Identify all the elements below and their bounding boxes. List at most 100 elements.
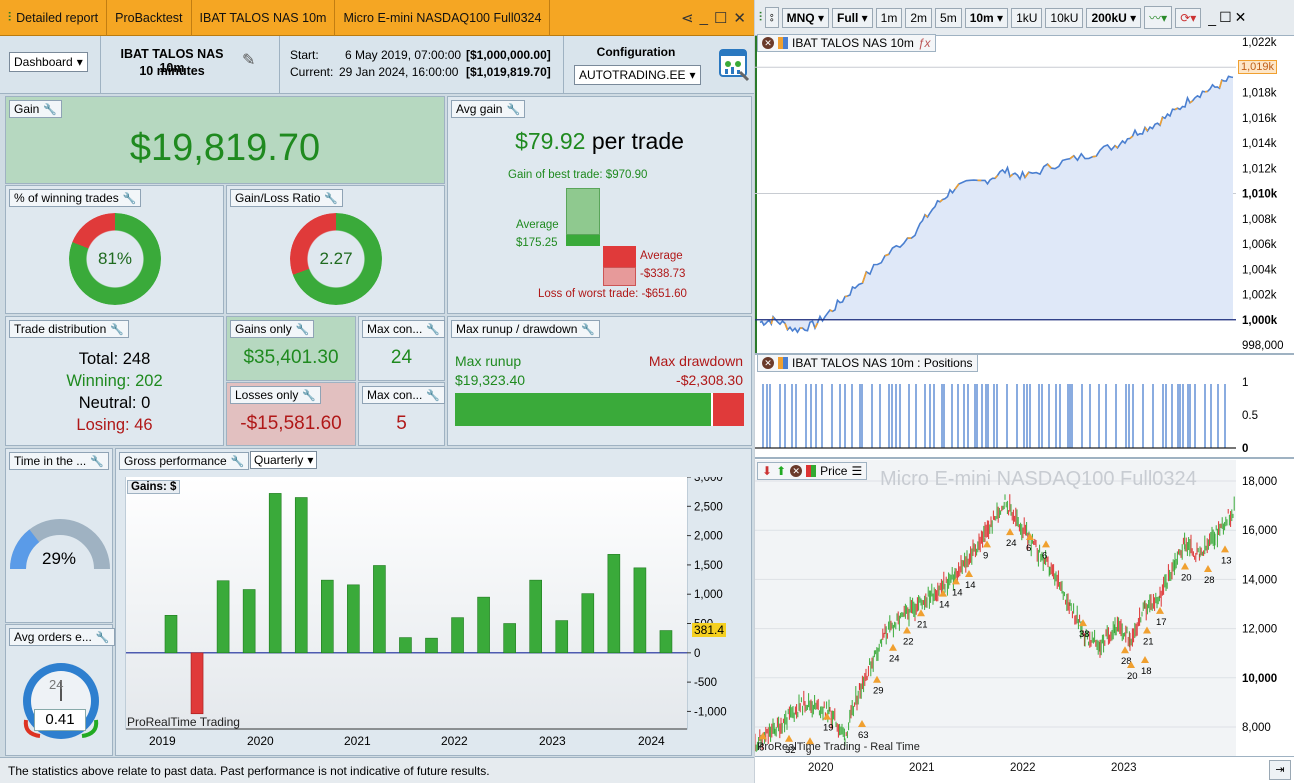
runup-drawdown-panel: Max runup / drawdown 🔧 Max runup $19,323.… (447, 316, 752, 446)
close-icon[interactable]: ✕ (1234, 9, 1247, 25)
gains-only-title[interactable]: Gains only 🔧 (230, 320, 315, 338)
equity-curve-chart: 1,022k1,020k1,018k1,016k1,014k1,012k1,01… (755, 36, 1284, 353)
gains-only-value: $35,401.30 (243, 347, 339, 368)
view-select[interactable]: Dashboard ▾ (9, 52, 88, 72)
avg-gain-title[interactable]: Avg gain 🔧 (451, 100, 526, 118)
avg-win-bar (566, 235, 600, 246)
trade-marker (917, 609, 925, 617)
max-consec-loss-value: 5 (396, 413, 407, 434)
x-label-2020: 2020 (808, 762, 834, 774)
gross-performance-title[interactable]: Gross performance 🔧 (119, 452, 250, 470)
trade-marker (759, 732, 767, 740)
wrench-icon[interactable]: 🔧 (302, 389, 317, 402)
arrow-down-icon[interactable]: ⬇ (762, 464, 773, 478)
units-select[interactable]: 200kU ▾ (1086, 7, 1142, 28)
max-consec-win-title[interactable]: Max con... 🔧 (362, 320, 446, 338)
y-tick-label: 1,018k (1242, 88, 1277, 100)
formula-icon[interactable]: ƒx (917, 36, 931, 50)
refresh-icon[interactable]: ⟳▾ (1175, 7, 1202, 28)
wrench-icon[interactable]: 🔧 (581, 323, 596, 336)
start-label: Start: (290, 48, 319, 62)
chart-style-icon[interactable]: 〰▾ (1144, 6, 1173, 29)
performance-bar (477, 596, 490, 654)
y-tick-label: 3,000 (694, 477, 723, 484)
trade-marker (823, 712, 831, 720)
avg-gain-value: $79.92 (515, 128, 586, 154)
winning-pct-title[interactable]: % of winning trades 🔧 (9, 189, 142, 207)
x-tick-label: 2022 (441, 734, 468, 748)
period-select[interactable]: Quarterly ▾ (250, 451, 318, 469)
avg-orders-title[interactable]: Avg orders e... 🔧 (9, 628, 115, 646)
performance-bar (451, 617, 464, 654)
wrench-icon[interactable]: 🔧 (295, 323, 310, 336)
runup-drawdown-title[interactable]: Max runup / drawdown 🔧 (451, 320, 601, 338)
maximize-icon[interactable]: ☐ (1219, 9, 1232, 25)
y-tick-label: 1 (1242, 377, 1248, 389)
chart-watermark: ProRealTime Trading (127, 715, 240, 729)
y-tick-label: 1,012k (1242, 163, 1277, 175)
list-icon[interactable]: ☰ (851, 464, 863, 478)
tab-detailed-report[interactable]: ⫶ Detailed report (0, 0, 108, 36)
tf-5m-button[interactable]: 5m (935, 7, 962, 28)
max-consec-loss-panel: Max con... 🔧 5 (358, 382, 446, 446)
wrench-icon[interactable]: 🔧 (506, 103, 521, 116)
wrench-icon[interactable]: 🔧 (43, 103, 58, 116)
trade-marker (1127, 660, 1135, 668)
range-select[interactable]: Full ▾ (831, 7, 873, 28)
tf-select[interactable]: 10m ▾ (964, 7, 1009, 28)
scroll-to-end-icon[interactable]: ⇥ (1269, 760, 1291, 780)
edit-icon[interactable]: ✎ (242, 52, 256, 69)
y-tick-label: 1,004k (1242, 264, 1277, 276)
avg-gain-suffix: per trade (591, 128, 684, 154)
tab-probacktest[interactable]: ProBacktest (107, 0, 192, 36)
close-circle-icon[interactable]: ✕ (762, 37, 774, 49)
trade-marker (1221, 545, 1229, 553)
gain-title[interactable]: Gain 🔧 (9, 100, 63, 118)
dashboard-settings-icon[interactable] (718, 46, 750, 82)
minimize-icon[interactable]: _ (699, 9, 708, 26)
wrench-icon[interactable]: 🔧 (95, 631, 110, 644)
price-watermark: ProRealTime Trading - Real Time (757, 741, 920, 753)
wrench-icon[interactable]: 🔧 (324, 192, 339, 205)
trade-count-label: 14 (965, 580, 976, 591)
wrench-icon[interactable]: 🔧 (122, 192, 137, 205)
tf-1m-button[interactable]: 1m (875, 7, 903, 28)
wrench-icon[interactable]: 🔧 (230, 455, 245, 468)
losses-only-title[interactable]: Losses only 🔧 (230, 386, 322, 404)
link-icon[interactable]: ⦂ (765, 7, 779, 28)
close-circle-icon[interactable]: ✕ (790, 465, 803, 477)
total-trades: Total: 248 (78, 350, 151, 368)
y-tick-label: 0 (1242, 443, 1248, 455)
runup-label: Max runup (455, 353, 522, 369)
config-select[interactable]: AUTOTRADING.EE ▾ (574, 65, 701, 85)
performance-bar (425, 637, 438, 654)
minimize-icon[interactable]: _ (1208, 9, 1217, 26)
tab-instrument[interactable]: Micro E-mini NASDAQ100 Full0324 (335, 0, 551, 36)
wrench-icon[interactable]: 🔧 (426, 323, 441, 336)
avg-loss-bar (603, 246, 636, 267)
arrow-up-icon[interactable]: ⬆ (776, 464, 787, 478)
wrench-icon[interactable]: 🔧 (110, 323, 124, 336)
trade-marker (1181, 562, 1189, 570)
tab-system[interactable]: IBAT TALOS NAS 10m (192, 0, 336, 36)
max-consec-loss-title[interactable]: Max con... 🔧 (362, 386, 446, 404)
close-circle-icon[interactable]: ✕ (762, 357, 774, 369)
wrench-icon[interactable]: 🔧 (426, 389, 441, 402)
positions-chart: 10.50 (755, 356, 1258, 456)
units-1k-button[interactable]: 1kU (1011, 7, 1043, 28)
trade-distribution-title[interactable]: Trade distribution 🔧 (9, 320, 129, 338)
losses-only-value: -$15,581.60 (240, 413, 342, 434)
y-tick-label: 2,500 (694, 501, 723, 513)
maximize-icon[interactable]: ☐ (713, 9, 728, 27)
time-in-market-title[interactable]: Time in the ... 🔧 (9, 452, 109, 470)
tf-2m-button[interactable]: 2m (905, 7, 933, 28)
share-icon[interactable]: ⋖ (681, 9, 694, 27)
trade-marker (983, 540, 991, 548)
units-10k-button[interactable]: 10kU (1045, 7, 1084, 28)
symbol-select[interactable]: MNQ ▾ (781, 7, 829, 28)
gain-loss-title[interactable]: Gain/Loss Ratio 🔧 (230, 189, 344, 207)
close-icon[interactable]: ✕ (733, 9, 746, 27)
trade-count-label: 9 (806, 747, 811, 756)
y-tick-label: 998,000 (1242, 340, 1284, 352)
wrench-icon[interactable]: 🔧 (90, 455, 104, 468)
